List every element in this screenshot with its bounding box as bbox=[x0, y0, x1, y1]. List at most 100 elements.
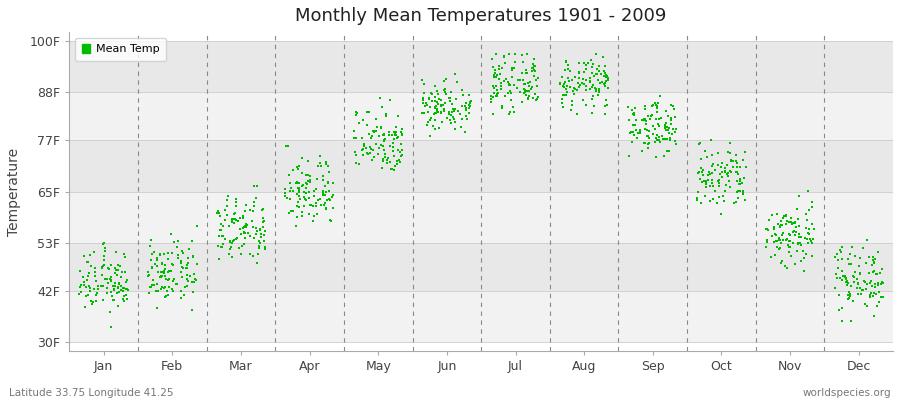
Point bbox=[157, 269, 171, 276]
Point bbox=[865, 283, 879, 290]
Point bbox=[628, 122, 643, 128]
Point bbox=[89, 278, 104, 284]
Point bbox=[423, 104, 437, 110]
Point bbox=[446, 106, 461, 113]
Point bbox=[528, 91, 543, 98]
Point bbox=[230, 235, 244, 241]
Point bbox=[660, 148, 674, 154]
Point bbox=[670, 141, 684, 147]
Point bbox=[164, 267, 178, 274]
Point bbox=[852, 263, 867, 270]
Point bbox=[770, 244, 784, 250]
Point bbox=[662, 147, 677, 154]
Point bbox=[431, 124, 446, 131]
Point bbox=[301, 172, 315, 178]
Point bbox=[583, 78, 598, 85]
Point bbox=[835, 277, 850, 284]
Point bbox=[78, 303, 93, 310]
Point bbox=[841, 292, 855, 298]
Point bbox=[292, 195, 307, 202]
Point bbox=[577, 60, 591, 66]
Point bbox=[866, 269, 880, 276]
Point bbox=[292, 163, 306, 170]
Point bbox=[185, 307, 200, 314]
Point bbox=[365, 133, 380, 140]
Point bbox=[391, 113, 405, 120]
Point bbox=[394, 141, 409, 147]
Point bbox=[652, 116, 666, 122]
Point bbox=[589, 88, 603, 94]
Point bbox=[721, 170, 735, 176]
Point bbox=[568, 74, 582, 80]
Point bbox=[230, 196, 244, 202]
Point bbox=[773, 218, 788, 224]
Point bbox=[485, 111, 500, 117]
Point bbox=[307, 212, 321, 219]
Point bbox=[149, 256, 164, 263]
Point bbox=[462, 105, 476, 111]
Point bbox=[794, 242, 808, 248]
Point bbox=[597, 73, 611, 80]
Point bbox=[652, 136, 666, 143]
Point bbox=[655, 133, 670, 139]
Point bbox=[519, 70, 534, 76]
Point bbox=[291, 199, 305, 206]
Point bbox=[86, 298, 101, 305]
Point bbox=[103, 276, 117, 282]
Point bbox=[89, 292, 104, 298]
Point bbox=[866, 293, 880, 300]
Point bbox=[442, 94, 456, 101]
Point bbox=[316, 202, 330, 208]
Point bbox=[485, 94, 500, 100]
Point bbox=[847, 274, 861, 280]
Point bbox=[601, 75, 616, 82]
Point bbox=[322, 187, 337, 194]
Point bbox=[170, 255, 184, 261]
Point bbox=[386, 136, 400, 142]
Point bbox=[280, 195, 294, 201]
Point bbox=[577, 68, 591, 75]
Point bbox=[556, 82, 571, 89]
Point bbox=[838, 273, 852, 280]
Point bbox=[155, 284, 169, 290]
Point bbox=[566, 85, 580, 92]
Point bbox=[802, 226, 816, 232]
Point bbox=[278, 190, 293, 196]
Point bbox=[723, 184, 737, 190]
Point bbox=[254, 230, 268, 237]
Point bbox=[576, 97, 590, 104]
Point bbox=[706, 161, 721, 168]
Point bbox=[579, 66, 593, 72]
Point bbox=[210, 209, 224, 216]
Point bbox=[698, 148, 712, 154]
Bar bbox=[69, 92, 893, 140]
Point bbox=[373, 95, 387, 101]
Point bbox=[369, 141, 383, 148]
Point bbox=[515, 51, 529, 58]
Point bbox=[361, 151, 375, 158]
Point bbox=[434, 109, 448, 115]
Point bbox=[531, 75, 545, 82]
Point bbox=[368, 128, 382, 135]
Point bbox=[726, 200, 741, 207]
Point bbox=[428, 104, 442, 111]
Point bbox=[692, 140, 706, 146]
Point bbox=[145, 263, 159, 270]
Point bbox=[81, 270, 95, 276]
Point bbox=[870, 282, 885, 288]
Point bbox=[439, 91, 454, 98]
Point bbox=[442, 110, 456, 117]
Point bbox=[508, 65, 522, 71]
Point bbox=[787, 240, 801, 246]
Point bbox=[799, 224, 814, 231]
Point bbox=[174, 294, 188, 301]
Point bbox=[787, 228, 801, 234]
Point bbox=[585, 64, 599, 70]
Point bbox=[229, 217, 243, 223]
Point bbox=[643, 116, 657, 122]
Point bbox=[417, 90, 431, 97]
Point bbox=[120, 286, 134, 292]
Point bbox=[841, 296, 855, 302]
Point bbox=[365, 128, 380, 134]
Point bbox=[641, 113, 655, 119]
